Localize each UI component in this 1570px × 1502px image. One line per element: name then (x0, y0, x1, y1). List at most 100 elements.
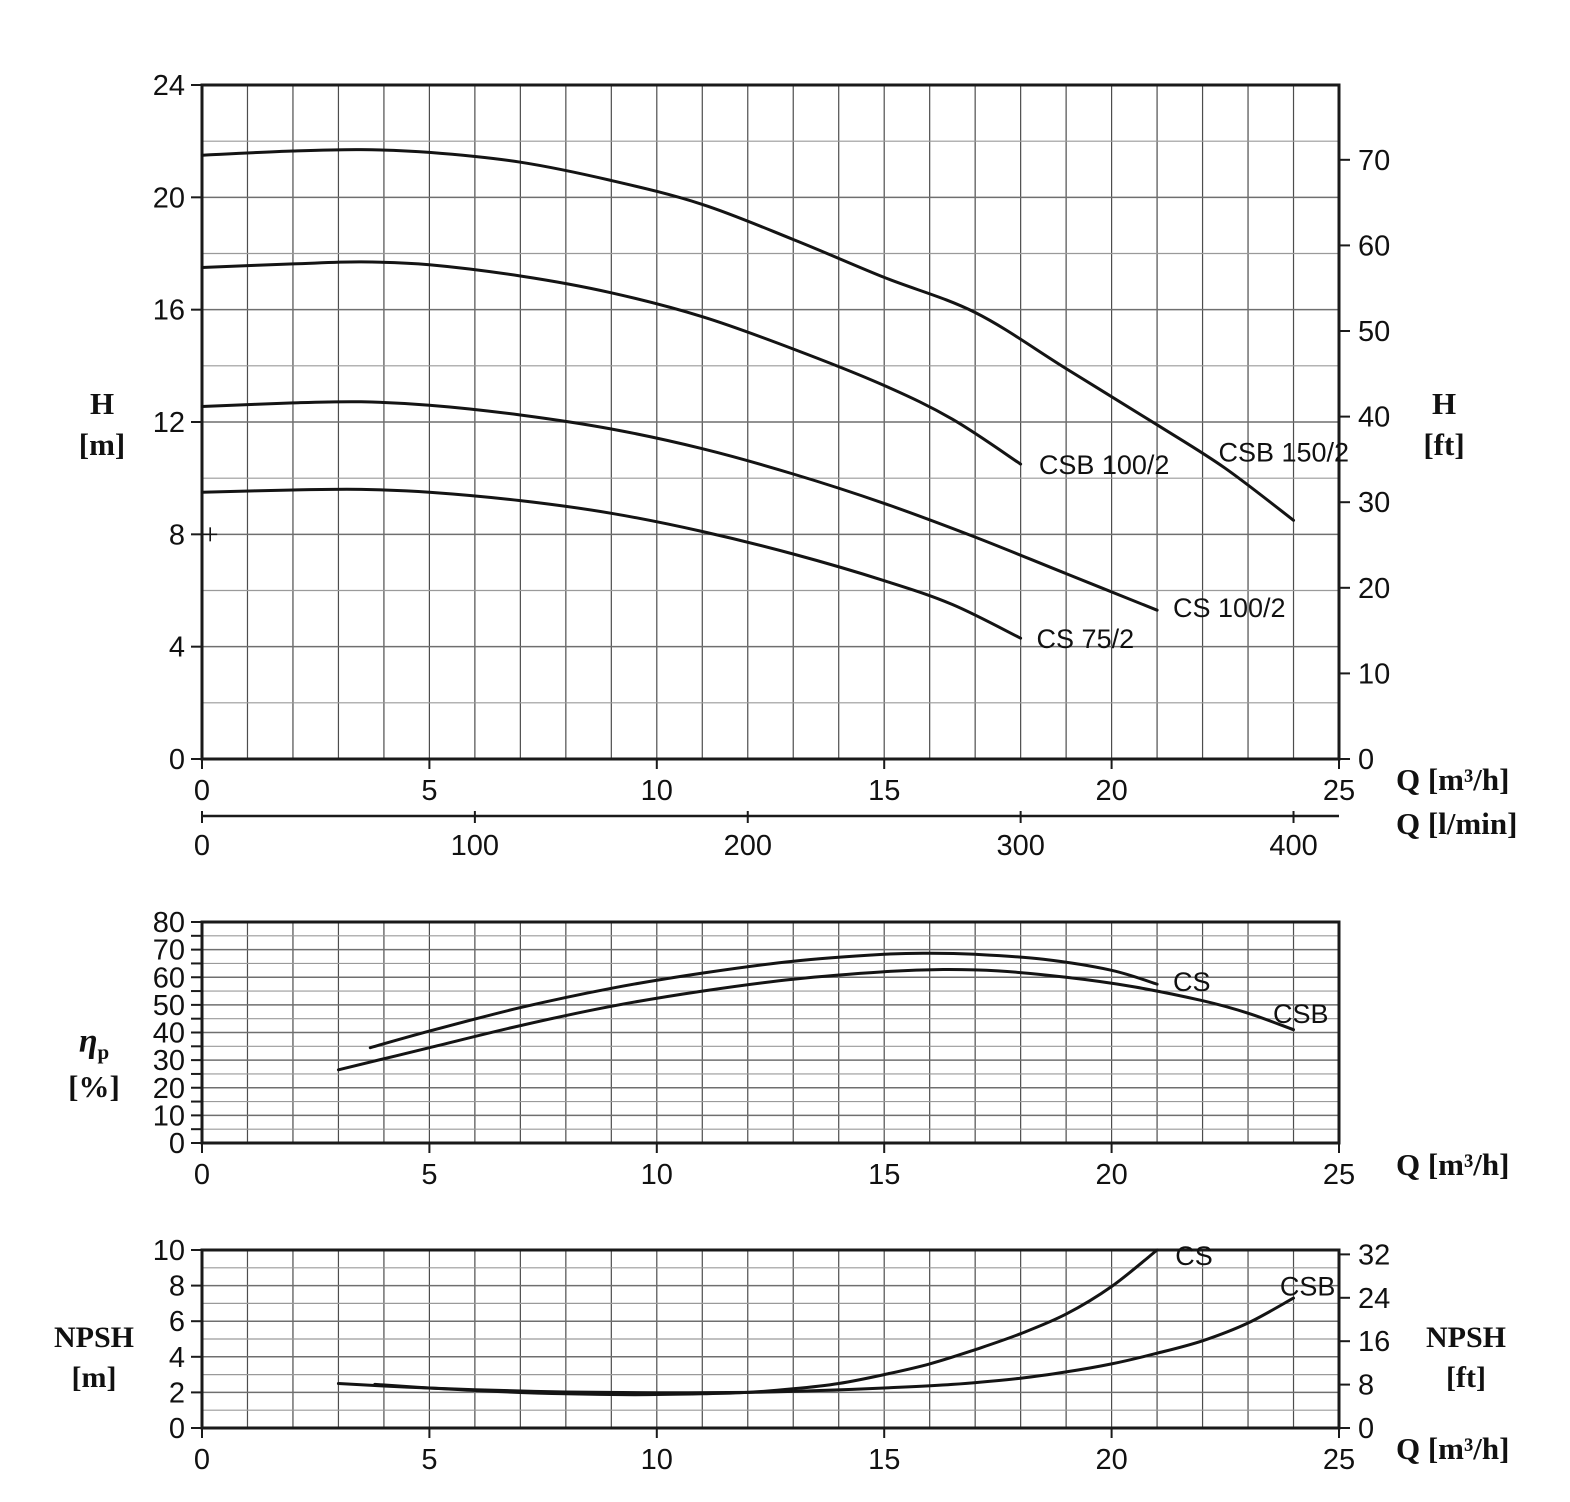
lmin-tick-label: 0 (194, 830, 210, 862)
y-tick-label: 24 (153, 70, 185, 102)
eta-symbol: η (78, 1023, 98, 1060)
right-tick-label: 20 (1358, 573, 1390, 605)
right-tick-label: 40 (1358, 402, 1390, 434)
head-x-axis-label: Q [m³/h] (1396, 762, 1510, 797)
npsh-right-axis-title: NPSH [ft] (1392, 1318, 1540, 1397)
y-tick-label: 12 (153, 407, 185, 439)
right-tick-label: 24 (1358, 1283, 1390, 1315)
npsh-right-axis-symbol: NPSH (1425, 1321, 1506, 1354)
curve-CS-75-2 (200, 487, 1023, 640)
x-tick-label: 10 (641, 1159, 673, 1191)
curve-label-CS-75-2: CS 75/2 (1037, 624, 1135, 654)
curve-label-CSB-100-2: CSB 100/2 (1039, 450, 1170, 480)
head-left-axis-symbol: H (89, 386, 115, 421)
efficiency-x-axis-label: Q [m³/h] (1396, 1147, 1510, 1182)
plot-border (200, 1248, 1341, 1430)
head-right-axis-unit: [ft] (1423, 426, 1465, 462)
x-tick-label: 15 (868, 775, 900, 807)
curve-label-CS-100-2: CS 100/2 (1173, 593, 1286, 623)
y-tick-label: 20 (153, 1073, 185, 1105)
right-tick-label: 0 (1358, 1413, 1374, 1445)
lmin-tick-label: 100 (451, 830, 499, 862)
y-tick-label: 8 (169, 519, 185, 551)
right-tick-label: 10 (1358, 658, 1390, 690)
y-tick-label: 0 (169, 1128, 185, 1160)
curve-CS (373, 1248, 1159, 1397)
curve-label-CSB: CSB (1273, 999, 1329, 1029)
right-tick-label: 70 (1358, 145, 1390, 177)
x-tick-label: 15 (868, 1444, 900, 1476)
lmin-tick-label: 300 (996, 830, 1044, 862)
x-tick-label: 25 (1323, 775, 1355, 807)
x-tick-label: 25 (1323, 1444, 1355, 1476)
efficiency-left-axis-unit: [%] (68, 1068, 120, 1104)
curve-CSB (336, 1296, 1295, 1395)
y-tick-label: 10 (153, 1235, 185, 1267)
chart-head (191, 83, 1350, 823)
y-tick-label: 2 (169, 1377, 185, 1409)
y-tick-label: 80 (153, 907, 185, 939)
y-tick-label: 16 (153, 295, 185, 327)
y-tick-label: 40 (153, 1018, 185, 1050)
x-tick-label: 0 (194, 775, 210, 807)
head-right-axis-symbol: H (1431, 386, 1457, 421)
y-tick-label: 50 (153, 990, 185, 1022)
chart-efficiency (191, 920, 1341, 1153)
x-tick-label: 20 (1095, 775, 1127, 807)
right-tick-label: 8 (1358, 1370, 1374, 1402)
x-tick-label: 5 (421, 1444, 437, 1476)
right-tick-label: 16 (1358, 1326, 1390, 1358)
curve-label-CSB-150-2: CSB 150/2 (1218, 437, 1349, 467)
head-left-axis-unit: [m] (78, 426, 126, 462)
npsh-left-axis-unit: [m] (71, 1360, 117, 1394)
right-tick-label: 30 (1358, 487, 1390, 519)
x-tick-label: 0 (194, 1159, 210, 1191)
x-tick-label: 15 (868, 1159, 900, 1191)
x-tick-label: 10 (641, 1444, 673, 1476)
eta-subscript: p (97, 1040, 110, 1065)
lmin-tick-label: 400 (1269, 830, 1317, 862)
y-tick-label: 20 (153, 182, 185, 214)
head-secondary-x-axis-label: Q [l/min] (1396, 806, 1518, 841)
curve-CSB-100-2 (200, 260, 1023, 466)
x-tick-label: 5 (421, 1159, 437, 1191)
curve-CS-100-2 (200, 400, 1159, 612)
y-tick-label: 10 (153, 1100, 185, 1132)
chart-npsh (191, 1248, 1350, 1438)
y-tick-label: 6 (169, 1306, 185, 1338)
y-tick-label: 60 (153, 962, 185, 994)
curve-label-CSB: CSB (1280, 1271, 1336, 1301)
y-tick-label: 70 (153, 935, 185, 967)
right-tick-label: 50 (1358, 316, 1390, 348)
curve-CSB-150-2 (200, 148, 1295, 522)
x-tick-label: 5 (421, 775, 437, 807)
curve-label-CS: CS (1173, 967, 1211, 997)
y-tick-label: 30 (153, 1045, 185, 1077)
curve-CS (368, 951, 1159, 1050)
y-tick-label: 4 (169, 1342, 185, 1374)
head-right-axis-title: H [ft] (1388, 384, 1500, 466)
y-tick-label: 0 (169, 744, 185, 776)
right-tick-label: 32 (1358, 1239, 1390, 1271)
x-tick-label: 25 (1323, 1159, 1355, 1191)
npsh-right-axis-unit: [ft] (1446, 1360, 1486, 1394)
curve-label-CS: CS (1175, 1241, 1213, 1271)
x-tick-label: 20 (1095, 1444, 1127, 1476)
npsh-left-axis-symbol: NPSH (53, 1321, 134, 1354)
y-tick-label: 8 (169, 1271, 185, 1303)
npsh-left-axis-title: NPSH [m] (20, 1318, 168, 1397)
lmin-tick-label: 200 (724, 830, 772, 862)
npsh-x-axis-label: Q [m³/h] (1396, 1431, 1510, 1466)
x-tick-label: 20 (1095, 1159, 1127, 1191)
right-tick-label: 0 (1358, 744, 1374, 776)
right-tick-label: 60 (1358, 230, 1390, 262)
y-tick-label: 4 (169, 632, 185, 664)
efficiency-left-axis-title: ηp [%] (38, 1020, 150, 1108)
curve-CSB (336, 967, 1295, 1072)
x-tick-label: 10 (641, 775, 673, 807)
x-tick-label: 0 (194, 1444, 210, 1476)
head-left-axis-title: H [m] (46, 384, 158, 466)
y-tick-label: 0 (169, 1413, 185, 1445)
